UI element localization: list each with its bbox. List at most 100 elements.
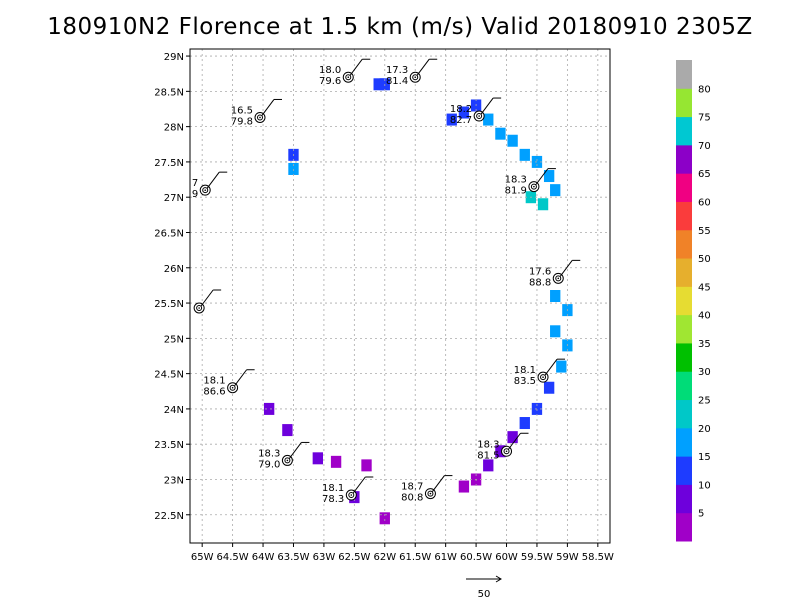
lat-tick-label: 28N [164,123,184,134]
scale-label: 50 [478,589,491,600]
colorbar-label: 40 [698,311,711,322]
dropsonde: 18.381.9 [505,168,556,197]
wind-cell [379,512,390,525]
lon-tick-label: 58.5W [582,552,614,563]
wind-cell [495,445,506,458]
sonde-dot [429,492,432,495]
sonde-ring-inner [476,113,483,120]
sonde-value-2: 86.6 [203,387,225,398]
colorbar-swatch [676,399,692,429]
sonde-dot [286,459,289,462]
dropsonde: 18.379.0 [258,441,310,470]
wind-cell [446,113,457,126]
wind-cell [330,455,342,468]
wind-barb [480,97,494,115]
colorbar-label: 70 [698,141,711,152]
dropsonde [193,289,222,314]
lat-tick-label: 28.5N [154,87,184,98]
lat-tick-label: 29N [164,52,184,63]
wind-cell [550,184,561,197]
wind-barb [432,475,445,492]
wind-cell [483,113,494,126]
wind-cell [312,452,323,465]
lon-tick-label: 63W [313,552,336,563]
scale-arrow: 50 [466,575,502,600]
wind-cell [373,78,384,91]
colorbar-label: 80 [698,84,711,95]
wind-barb [544,358,558,376]
sonde-ring-inner [348,492,355,499]
colorbar-label: 65 [698,169,711,180]
wind-cell [458,480,470,493]
wind-barb [508,432,521,450]
lon-tick-label: 59W [556,552,579,563]
wind-cell [537,198,549,211]
dropsonde: 18.780.8 [401,475,453,504]
lat-tick-label: 22.5N [154,511,184,522]
lat-tick-label: 27.5N [154,158,184,169]
colorbar-swatch [676,427,692,457]
sonde-dot [204,189,207,191]
sonde-ring-inner [503,448,510,455]
wind-barb [288,442,302,459]
wind-cell [282,424,293,437]
colorbar-label: 25 [698,396,711,407]
lat-tick-label: 25.5N [154,299,184,310]
sonde-ring-inner [257,114,263,121]
wind-cell [550,325,561,338]
colorbar-swatch [676,258,692,287]
colorbar: 5 10 15 20 25 30 35 40 45 50 55 60 65 70 75 80 [676,60,711,542]
sonde-value-2: 81.4 [386,76,408,87]
sonde-value-2: 81.5 [477,450,499,461]
lon-tick-label: 60W [495,552,518,563]
sonde-dot [198,307,200,309]
dropsonde: 17.688.8 [529,259,581,288]
wind-cell [519,148,530,161]
wind-cell [519,417,530,430]
sonde-value-2: 79.0 [258,459,280,470]
wind-cell [458,106,470,119]
colorbar-swatch [676,173,692,202]
lat-tick-label: 23N [164,475,184,486]
sonde-value-2: 78.3 [322,494,344,505]
lon-tick-label: 64.5W [217,552,249,563]
lon-tick-label: 63.5W [277,552,309,563]
lon-tick-label: 61.5W [399,552,431,563]
lon-tick-label: 62W [373,552,396,563]
sonde-dot [347,76,350,79]
sonde-value-1: 17.6 [529,266,551,277]
colorbar-label: 35 [698,339,711,350]
dropsonde: 18.079.6 [319,58,371,87]
sonde-dot [557,277,560,280]
colorbar-swatch [676,201,692,231]
sonde-ring-inner [530,183,537,190]
lat-tick-label: 27N [164,193,184,204]
sonde-dot [259,116,261,119]
colorbar-label: 50 [698,254,711,265]
dropsonde: 16.579.8 [231,98,282,127]
sonde-dot [533,185,535,188]
lat-tick-label: 26N [164,264,184,275]
sonde-value-1: 18.1 [322,483,344,494]
colorbar-swatch [676,484,692,514]
colorbar-swatch [676,60,692,89]
colorbar-swatch [676,286,692,316]
colorbar-swatch [676,371,692,401]
sonde-dot [505,450,508,453]
wind-cell [263,402,275,415]
wind-cell [550,290,561,302]
wind-barb [206,171,220,189]
lat-tick-label: 24.5N [154,370,184,381]
sonde-value-1: 18.1 [514,365,536,376]
wind-cell [507,431,518,444]
wind-cell [483,459,494,472]
colorbar-label: 20 [698,424,711,435]
colorbar-swatch [676,314,692,344]
sonde-value-2: 88.8 [529,277,551,288]
colorbar-label: 45 [698,282,711,293]
lon-tick-label: 62.5W [338,552,370,563]
sonde-value-1: 18.3 [477,439,499,450]
sonde-value-2: 79.8 [231,116,253,127]
wind-barb [234,369,248,387]
colorbar-swatch [676,144,692,174]
